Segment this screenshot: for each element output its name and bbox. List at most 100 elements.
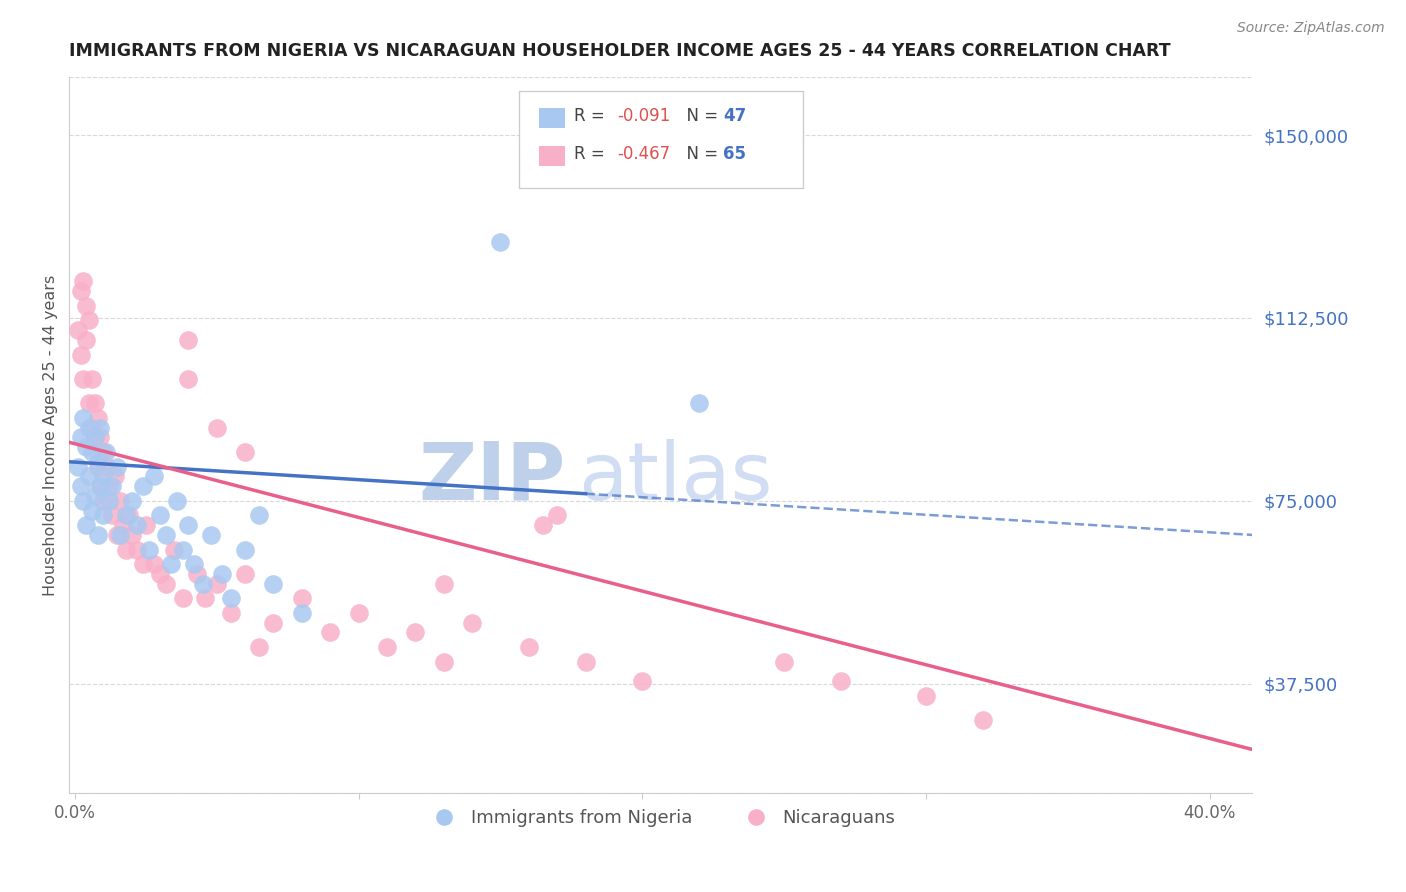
Point (107, 459, 129, 474)
Point (375, 640, 398, 654)
Point (86, 459, 108, 474)
Point (91, 493, 114, 508)
Point (86, 411, 108, 425)
Point (127, 542, 149, 557)
Point (138, 542, 160, 557)
Point (121, 493, 143, 508)
Point (115, 508, 138, 523)
Point (110, 493, 132, 508)
Point (69, 479, 91, 493)
Text: R =: R = (575, 145, 610, 163)
Point (77, 420, 100, 434)
Point (94, 459, 117, 474)
Point (149, 566, 172, 581)
Point (149, 508, 172, 523)
Point (163, 542, 186, 557)
Point (160, 557, 183, 571)
Point (531, 518, 554, 533)
Point (233, 566, 256, 581)
Point (72, 372, 94, 386)
Y-axis label: Householder Income Ages 25 - 44 years: Householder Income Ages 25 - 44 years (44, 275, 58, 596)
Point (433, 576, 456, 591)
Point (121, 528, 143, 542)
Point (200, 528, 222, 542)
Point (461, 615, 484, 630)
Point (205, 576, 228, 591)
Text: N =: N = (676, 107, 724, 125)
Point (75, 518, 97, 533)
Point (86, 528, 108, 542)
Point (72, 411, 94, 425)
Point (688, 396, 710, 410)
Point (972, 713, 994, 727)
Point (915, 689, 938, 703)
Point (143, 469, 166, 483)
Text: N =: N = (676, 145, 724, 163)
Legend: Immigrants from Nigeria, Nicaraguans: Immigrants from Nigeria, Nicaraguans (419, 802, 903, 835)
Point (75, 299, 97, 313)
Point (247, 508, 270, 523)
Point (546, 508, 568, 523)
Point (83, 430, 105, 444)
Text: ZIP: ZIP (419, 439, 567, 517)
FancyBboxPatch shape (519, 91, 803, 187)
Point (132, 479, 155, 493)
Point (433, 655, 456, 669)
Point (83, 396, 105, 410)
Point (247, 640, 270, 654)
Text: 47: 47 (724, 107, 747, 125)
Point (80, 503, 103, 517)
Point (177, 333, 200, 347)
Point (155, 576, 177, 591)
Point (112, 518, 135, 533)
Bar (538, 108, 565, 128)
Point (72, 493, 94, 508)
Point (183, 557, 205, 571)
Point (91, 469, 114, 483)
Point (97, 493, 120, 508)
Point (404, 625, 426, 640)
Point (219, 606, 242, 620)
Point (101, 479, 124, 493)
Point (631, 674, 654, 689)
Point (94, 445, 117, 459)
Point (177, 518, 200, 533)
Point (574, 655, 596, 669)
Point (91, 508, 114, 523)
Point (263, 576, 285, 591)
Point (263, 615, 285, 630)
Point (319, 625, 342, 640)
Point (773, 655, 796, 669)
Text: IMMIGRANTS FROM NIGERIA VS NICARAGUAN HOUSEHOLDER INCOME AGES 25 - 44 YEARS CORR: IMMIGRANTS FROM NIGERIA VS NICARAGUAN HO… (69, 42, 1171, 60)
Text: Source: ZipAtlas.com: Source: ZipAtlas.com (1237, 21, 1385, 35)
Point (186, 566, 208, 581)
Point (80, 420, 103, 434)
Point (83, 430, 105, 444)
Point (135, 518, 157, 533)
Point (66, 459, 89, 474)
Bar (538, 146, 565, 166)
Point (75, 333, 97, 347)
Point (489, 235, 512, 250)
Point (69, 284, 91, 298)
Point (127, 518, 149, 533)
Text: -0.091: -0.091 (617, 107, 671, 125)
Point (104, 469, 127, 483)
Point (205, 420, 228, 434)
Point (211, 566, 233, 581)
Point (66, 323, 89, 337)
Point (75, 440, 97, 454)
Point (291, 591, 314, 606)
Point (86, 455, 108, 469)
Point (517, 640, 540, 654)
Point (177, 372, 200, 386)
Point (107, 528, 129, 542)
Point (89, 430, 111, 444)
Point (233, 445, 256, 459)
Point (172, 542, 194, 557)
Point (69, 430, 91, 444)
Point (101, 508, 124, 523)
Point (172, 591, 194, 606)
Point (155, 528, 177, 542)
Point (89, 420, 111, 434)
